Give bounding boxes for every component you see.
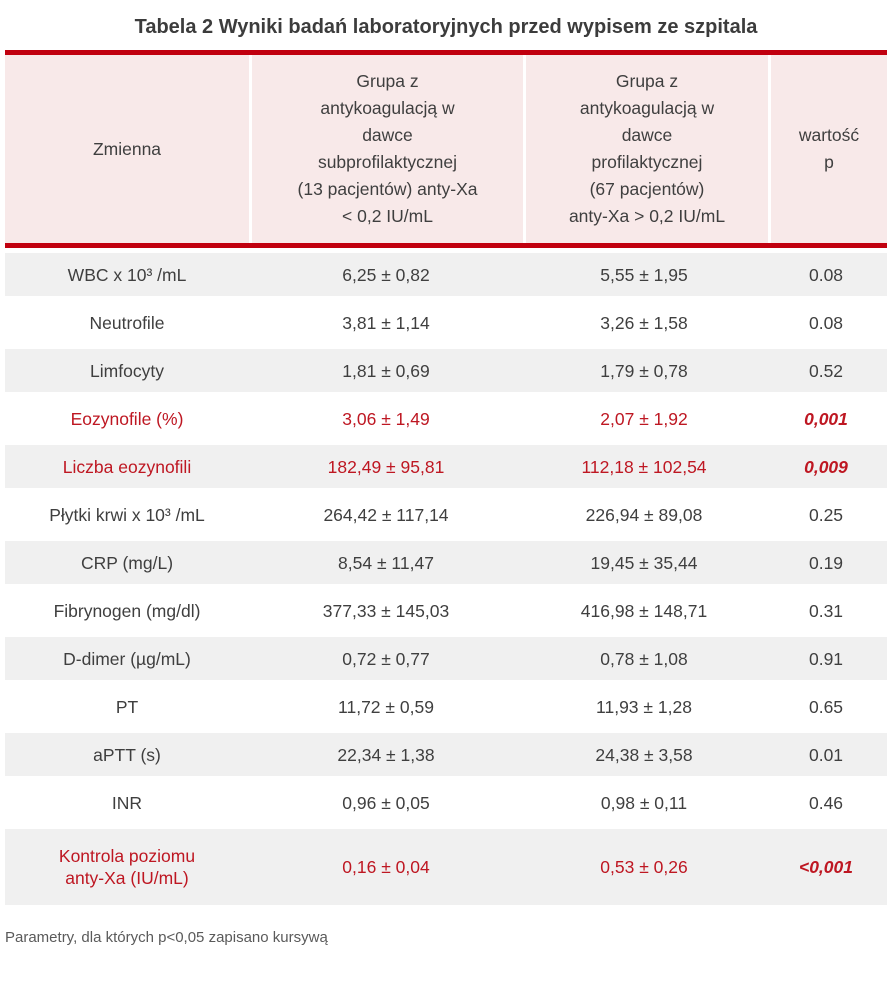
table-body: WBC x 10³ /mL 6,25 ± 0,82 5,55 ± 1,95 0.… (5, 253, 887, 905)
value-subprophylactic: 264,42 ± 117,14 (323, 504, 449, 525)
row-label: Płytki krwi x 10³ /mL (49, 504, 205, 525)
row-label: WBC x 10³ /mL (5, 253, 249, 296)
value-subprophylactic: 182,49 ± 95,81 (249, 445, 523, 488)
value-prophylactic: 226,94 ± 89,08 (585, 504, 703, 525)
value-subprophylactic: 8,54 ± 11,47 (249, 541, 523, 584)
row-label: INR (111, 792, 143, 813)
column-header-p-value: wartość p (771, 55, 887, 243)
p-value: <0,001 (765, 829, 887, 905)
p-value: 0.01 (765, 733, 887, 776)
table-top-rule (5, 50, 887, 55)
table-row: Fibrynogen (mg/dl) 377,33 ± 145,03 416,9… (5, 589, 887, 632)
table-caption: Tabela 2 Wyniki badań laboratoryjnych pr… (134, 16, 758, 38)
value-prophylactic: 0,78 ± 1,08 (523, 637, 765, 680)
column-header-variable: Zmienna (5, 55, 249, 243)
value-subprophylactic: 0,72 ± 0,77 (249, 637, 523, 680)
table-row: D-dimer (µg/mL) 0,72 ± 0,77 0,78 ± 1,08 … (5, 637, 887, 680)
table-row: INR 0,96 ± 0,05 0,98 ± 0,11 0.46 (5, 781, 887, 824)
table-row: Neutrofile 3,81 ± 1,14 3,26 ± 1,58 0.08 (5, 301, 887, 344)
p-value: 0.46 (808, 792, 844, 813)
value-prophylactic: 2,07 ± 1,92 (600, 408, 688, 429)
p-value: 0.91 (765, 637, 887, 680)
table-header-bottom-rule (5, 243, 887, 248)
p-value: 0.25 (808, 504, 844, 525)
table-header-row: Zmienna Grupa z antykoagulacją w dawce s… (5, 55, 887, 243)
table-row: Limfocyty 1,81 ± 0,69 1,79 ± 0,78 0.52 (5, 349, 887, 392)
value-prophylactic: 5,55 ± 1,95 (523, 253, 765, 296)
p-value: 0.08 (765, 253, 887, 296)
value-subprophylactic: 3,06 ± 1,49 (342, 408, 430, 429)
value-prophylactic: 0,98 ± 0,11 (600, 792, 688, 813)
table-row: PT 11,72 ± 0,59 11,93 ± 1,28 0.65 (5, 685, 887, 728)
value-prophylactic: 1,79 ± 0,78 (523, 349, 765, 392)
value-subprophylactic: 1,81 ± 0,69 (249, 349, 523, 392)
p-value: 0,001 (804, 408, 848, 429)
value-prophylactic: 0,53 ± 0,26 (523, 829, 765, 905)
value-subprophylactic: 11,72 ± 0,59 (338, 696, 434, 717)
value-prophylactic: 24,38 ± 3,58 (523, 733, 765, 776)
value-prophylactic: 3,26 ± 1,58 (600, 312, 688, 333)
value-prophylactic: 11,93 ± 1,28 (596, 696, 692, 717)
table-row: Kontrola poziomu anty-Xa (IU/mL) 0,16 ± … (5, 829, 887, 905)
row-label: PT (115, 696, 139, 717)
value-prophylactic: 19,45 ± 35,44 (523, 541, 765, 584)
row-label: Neutrofile (89, 312, 165, 333)
p-value: 0.08 (808, 312, 844, 333)
row-label: CRP (mg/L) (5, 541, 249, 584)
row-label: Eozynofile (%) (70, 408, 184, 429)
value-subprophylactic: 0,16 ± 0,04 (249, 829, 523, 905)
row-label: Limfocyty (5, 349, 249, 392)
p-value: 0.31 (808, 600, 844, 621)
p-value: 0.52 (765, 349, 887, 392)
table-row: Eozynofile (%) 3,06 ± 1,49 2,07 ± 1,92 0… (5, 397, 887, 440)
value-subprophylactic: 6,25 ± 0,82 (249, 253, 523, 296)
column-header-prophylactic-group: Grupa z antykoagulacją w dawce profilakt… (526, 55, 768, 243)
row-label: Kontrola poziomu anty-Xa (IU/mL) (5, 829, 249, 905)
value-prophylactic: 112,18 ± 102,54 (523, 445, 765, 488)
table-footnote: Parametry, dla których p<0,05 zapisano k… (5, 929, 328, 946)
page: Tabela 2 Wyniki badań laboratoryjnych pr… (0, 16, 892, 946)
lab-results-table: Zmienna Grupa z antykoagulacją w dawce s… (5, 50, 887, 905)
value-prophylactic: 416,98 ± 148,71 (580, 600, 708, 621)
p-value: 0.65 (808, 696, 844, 717)
value-subprophylactic: 0,96 ± 0,05 (342, 792, 430, 813)
row-label: aPTT (s) (5, 733, 249, 776)
table-row: CRP (mg/L) 8,54 ± 11,47 19,45 ± 35,44 0.… (5, 541, 887, 584)
table-row: WBC x 10³ /mL 6,25 ± 0,82 5,55 ± 1,95 0.… (5, 253, 887, 296)
row-label: D-dimer (µg/mL) (5, 637, 249, 680)
value-subprophylactic: 3,81 ± 1,14 (342, 312, 430, 333)
p-value: 0.19 (765, 541, 887, 584)
value-subprophylactic: 22,34 ± 1,38 (249, 733, 523, 776)
table-row: Płytki krwi x 10³ /mL 264,42 ± 117,14 22… (5, 493, 887, 536)
row-label: Fibrynogen (mg/dl) (53, 600, 201, 621)
table-row: Liczba eozynofili 182,49 ± 95,81 112,18 … (5, 445, 887, 488)
table-row: aPTT (s) 22,34 ± 1,38 24,38 ± 3,58 0.01 (5, 733, 887, 776)
value-subprophylactic: 377,33 ± 145,03 (322, 600, 450, 621)
p-value: 0,009 (765, 445, 887, 488)
column-header-subprophylactic-group: Grupa z antykoagulacją w dawce subprofil… (252, 55, 523, 243)
row-label: Liczba eozynofili (5, 445, 249, 488)
